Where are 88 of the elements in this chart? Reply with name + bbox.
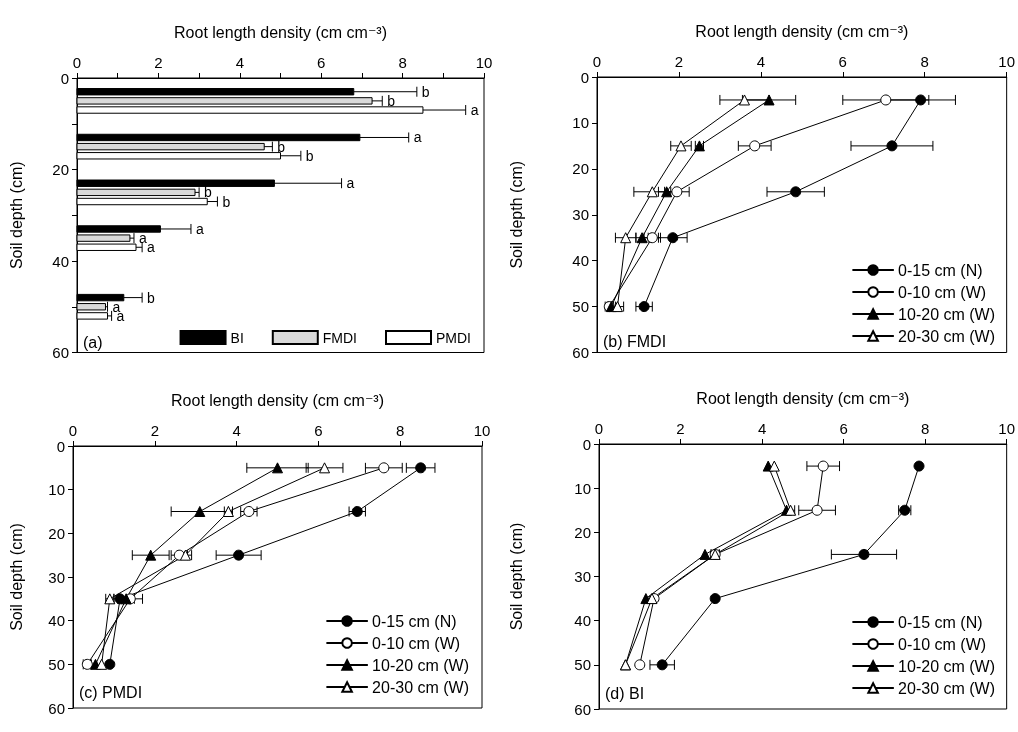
x-tick-label: 4	[235, 54, 244, 71]
y-tick-label: 40	[574, 612, 591, 630]
legend-label: 0-10 cm (W)	[898, 283, 987, 301]
annotation: a	[195, 220, 204, 237]
y-tick-label: 20	[574, 523, 591, 541]
x-tick-label: 10	[475, 54, 493, 71]
annotation: b	[387, 92, 396, 109]
y-tick-label: 60	[52, 344, 69, 361]
y-tick-label: 0	[56, 437, 65, 455]
legend-label: 20-30 cm (W)	[372, 678, 470, 696]
y-tick-label: 0	[60, 69, 69, 87]
x-tick-label: 2	[154, 54, 163, 71]
y-tick-label: 30	[48, 568, 65, 586]
y-axis-title: Soil depth (cm)	[7, 161, 25, 270]
x-tick-label: 8	[396, 422, 405, 439]
annotation: b	[277, 138, 286, 155]
y-tick-label: 50	[574, 656, 591, 674]
y-tick-label: 40	[48, 612, 65, 630]
y-tick-label: 50	[48, 655, 65, 673]
annotation: (d) BI	[605, 684, 645, 702]
annotation: b	[222, 193, 231, 210]
y-tick-label: 50	[572, 298, 589, 316]
annotation: a	[470, 102, 479, 119]
x-tick-label: 4	[756, 53, 766, 70]
x-tick-label: 2	[676, 420, 685, 437]
annotation: b	[305, 147, 314, 164]
x-tick-label: 2	[674, 53, 684, 70]
legend-label: FMDI	[322, 329, 357, 346]
x-tick-label: 0	[72, 54, 82, 71]
x-axis-title: Root length density (cm cm⁻³)	[696, 389, 910, 407]
x-tick-label: 0	[592, 53, 602, 70]
legend-label: 0-15 cm (N)	[372, 612, 457, 630]
x-tick-label: 10	[998, 53, 1015, 70]
y-tick-label: 10	[572, 114, 589, 132]
y-tick-label: 20	[52, 161, 69, 178]
y-tick-label: 30	[574, 568, 591, 585]
x-tick-label: 8	[920, 53, 929, 70]
y-axis-title: Soil depth (cm)	[507, 160, 525, 269]
x-tick-label: 4	[757, 420, 767, 437]
annotation: b	[421, 83, 430, 100]
x-tick-label: 8	[398, 54, 407, 71]
y-tick-label: 0	[582, 435, 591, 453]
annotation: (c) PMDI	[79, 683, 143, 701]
x-tick-label: 0	[594, 420, 604, 437]
y-tick-label: 10	[48, 481, 65, 499]
y-tick-label: 20	[572, 160, 589, 178]
x-tick-label: 8	[920, 420, 930, 437]
y-tick-label: 60	[572, 344, 589, 361]
x-tick-label: 6	[317, 54, 326, 71]
annotation: a	[138, 230, 147, 247]
y-tick-label: 20	[48, 524, 65, 542]
legend-label: 0-15 cm (N)	[898, 261, 983, 279]
y-tick-label: 60	[48, 699, 65, 717]
annotation: a	[346, 175, 355, 192]
y-tick-label: 30	[572, 206, 589, 224]
annotation: b	[204, 184, 213, 201]
legend-label: 20-30 cm (W)	[898, 327, 996, 345]
legend-label: 0-10 cm (W)	[372, 634, 461, 652]
y-tick-label: 0	[580, 68, 589, 86]
x-tick-label: 4	[232, 422, 241, 439]
y-tick-label: 10	[574, 479, 591, 497]
legend-label: 0-15 cm (N)	[898, 613, 983, 631]
y-tick-label: 60	[574, 700, 591, 718]
legend-label: 10-20 cm (W)	[898, 657, 996, 675]
y-axis-title: Soil depth (cm)	[507, 522, 525, 631]
x-axis-title: Root length density (cm cm⁻³)	[174, 23, 387, 41]
x-tick-label: 6	[838, 53, 847, 70]
annotation: b	[147, 289, 156, 306]
x-tick-label: 2	[150, 422, 159, 439]
annotation: (a)	[83, 333, 103, 351]
y-axis-title: Soil depth (cm)	[7, 523, 25, 631]
y-tick-label: 40	[52, 252, 69, 270]
x-axis-title: Root length density (cm cm⁻³)	[695, 22, 909, 40]
legend-label: 10-20 cm (W)	[372, 656, 470, 674]
annotation: a	[147, 239, 156, 256]
annotation: a	[413, 129, 422, 146]
legend-label: 10-20 cm (W)	[898, 305, 996, 323]
legend-label: 20-30 cm (W)	[898, 679, 996, 697]
y-tick-label: 40	[572, 252, 589, 270]
legend-label: BI	[230, 329, 244, 346]
x-tick-label: 10	[998, 420, 1015, 437]
x-tick-label: 6	[839, 420, 848, 437]
annotation: (b) FMDI	[603, 332, 667, 350]
legend-label: 0-10 cm (W)	[898, 635, 987, 653]
x-tick-label: 10	[473, 422, 491, 439]
x-tick-label: 6	[314, 422, 323, 439]
legend-label: PMDI	[436, 329, 471, 346]
x-axis-title: Root length density (cm cm⁻³)	[171, 391, 384, 409]
